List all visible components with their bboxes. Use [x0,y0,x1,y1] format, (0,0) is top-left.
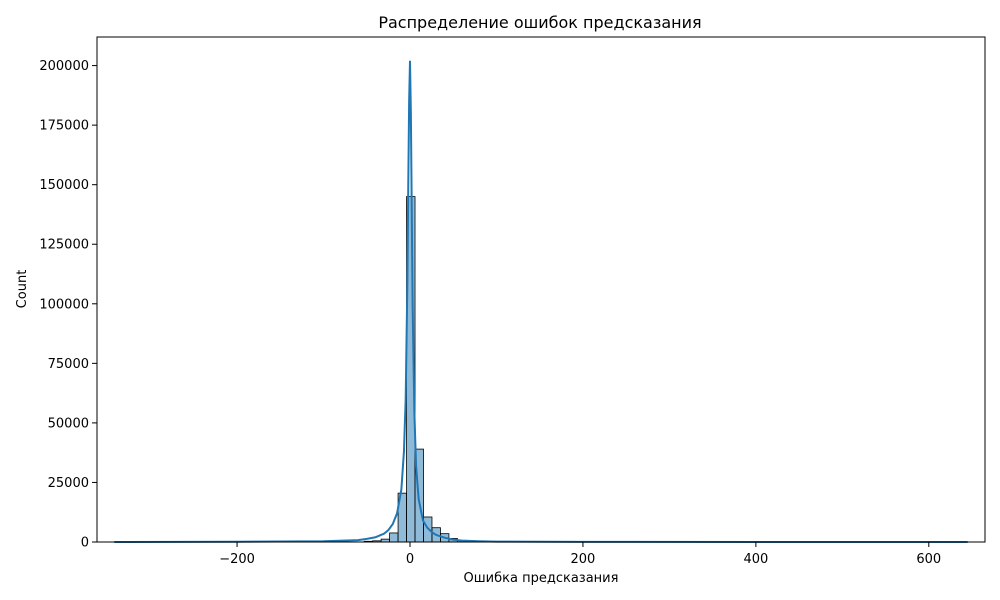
x-tick-label: 0 [406,552,414,567]
x-axis-label: Ошибка предсказания [464,571,619,586]
x-tick-label: 200 [571,552,596,567]
x-tick-label: 400 [743,552,768,567]
x-tick-label: −200 [219,552,255,567]
histogram-bars [363,196,484,543]
axes-frame [96,36,986,543]
y-axis-ticks: 0 25000 50000 75000 100000 125000 150000 175000… [39,59,97,551]
y-tick-label: 100000 [39,297,89,312]
histogram-bar [389,532,399,543]
y-tick-label: 50000 [48,416,89,431]
kde-line [114,60,968,543]
chart-title: Распределение ошибок предсказания [378,13,701,32]
y-tick-label: 25000 [48,476,89,491]
y-tick-label: 125000 [39,238,89,253]
y-axis-label: Count [15,270,30,309]
y-tick-label: 200000 [39,59,89,74]
y-tick-label: 150000 [39,178,89,193]
y-tick-label: 0 [81,536,89,551]
x-axis-ticks: −200 0 200 400 600 [219,542,941,567]
x-tick-label: 600 [916,552,941,567]
y-tick-label: 75000 [48,357,89,372]
y-tick-label: 175000 [39,119,89,134]
